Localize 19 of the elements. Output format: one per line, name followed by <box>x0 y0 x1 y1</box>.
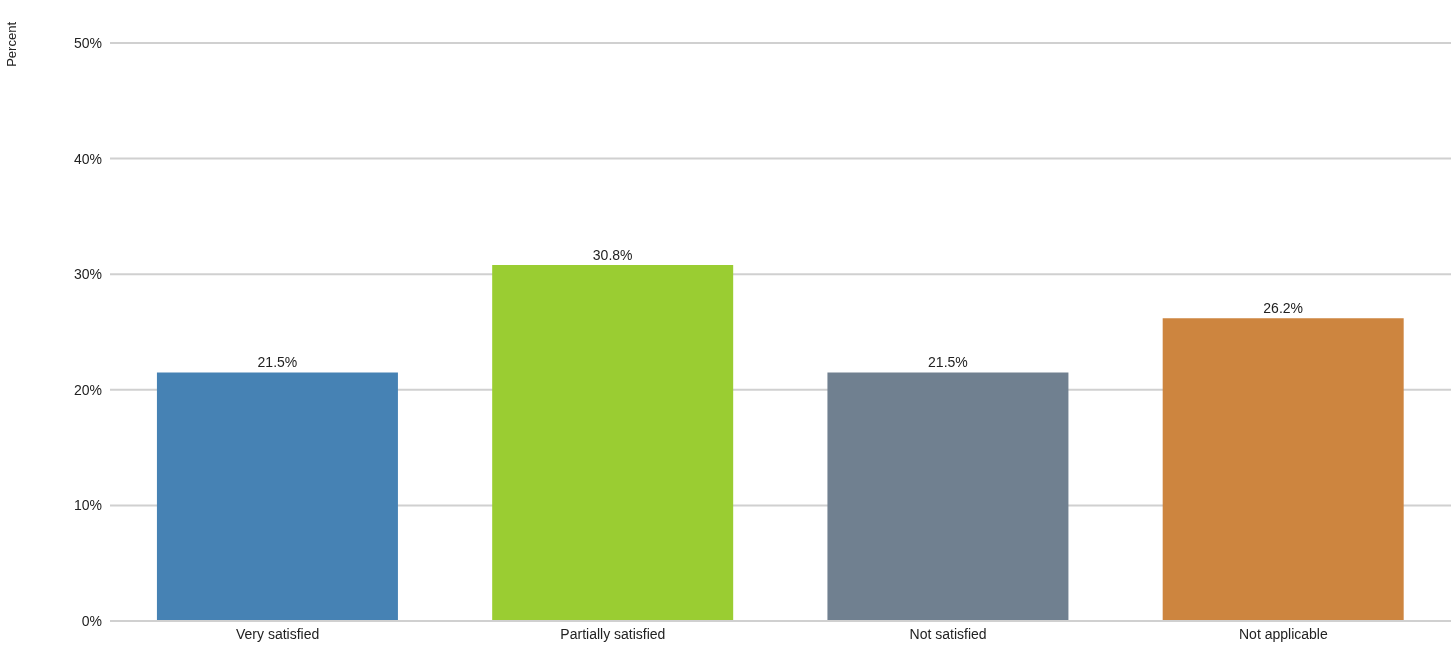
bar <box>1162 318 1404 621</box>
y-tick-label: 30% <box>73 266 102 283</box>
y-tick-label: 20% <box>73 381 102 398</box>
y-tick-label: 50% <box>73 34 102 51</box>
y-tick-label: 10% <box>73 497 102 514</box>
y-tick-label: 40% <box>73 150 102 167</box>
x-tick-label: Partially satisfied <box>560 625 666 642</box>
data-label: 26.2% <box>1263 300 1304 317</box>
data-label: 21.5% <box>928 354 968 371</box>
bar <box>156 372 398 621</box>
y-axis-title: Percent <box>4 22 20 69</box>
y-tick-label: 0% <box>81 612 102 629</box>
bar <box>827 372 1069 621</box>
x-tick-label: Not applicable <box>1239 625 1328 642</box>
data-label: 21.5% <box>257 354 298 371</box>
data-label: 30.8% <box>592 246 633 263</box>
bar <box>492 264 734 621</box>
x-tick-label: Not satisfied <box>909 625 987 642</box>
x-tick-label: Very satisfied <box>235 625 320 642</box>
